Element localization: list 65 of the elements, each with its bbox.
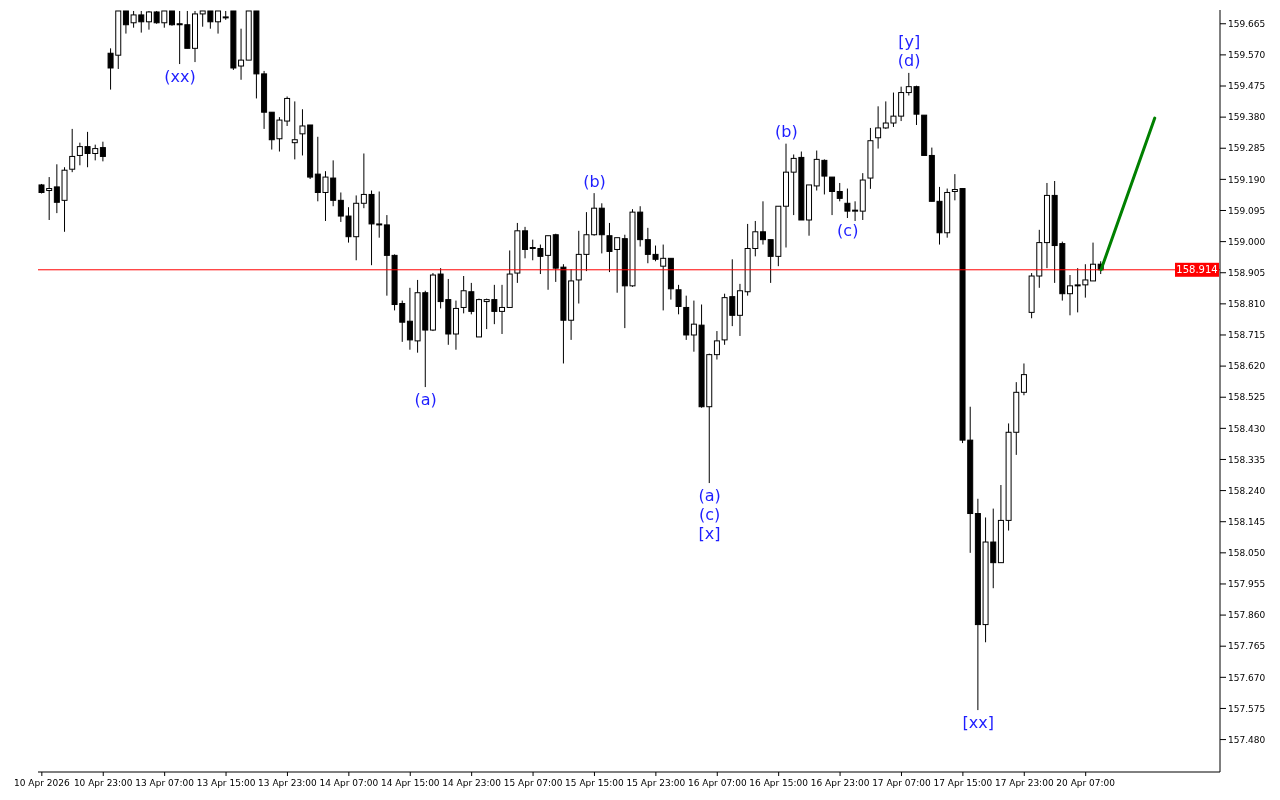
y-tick-label: 157.575 xyxy=(1228,703,1266,714)
candlestick xyxy=(99,141,106,162)
y-tick-label: 159.095 xyxy=(1228,205,1266,216)
annotation: (a) xyxy=(414,389,437,409)
x-tick-label: 14 Apr 15:00 xyxy=(380,778,440,788)
y-tick-label: 158.620 xyxy=(1228,361,1266,372)
candlestick xyxy=(499,284,506,335)
candlestick xyxy=(675,284,682,315)
y-tick-label: 159.570 xyxy=(1228,50,1266,61)
y-tick-label: 159.285 xyxy=(1228,143,1266,154)
candlestick xyxy=(1090,242,1097,282)
y-tick-label: 159.000 xyxy=(1228,236,1266,247)
x-tick-label: 15 Apr 15:00 xyxy=(565,778,625,788)
ref-line-label: 158.914 xyxy=(1176,264,1218,276)
candlestick xyxy=(875,105,882,150)
candlestick xyxy=(69,128,76,173)
y-tick-label: 158.430 xyxy=(1228,423,1266,434)
y-tick-label: 158.240 xyxy=(1228,485,1266,496)
y-tick-label: 159.475 xyxy=(1228,81,1266,92)
y-tick-label: 157.860 xyxy=(1228,610,1266,621)
y-tick-label: 158.905 xyxy=(1228,267,1266,278)
x-tick-label: 16 Apr 23:00 xyxy=(810,778,870,788)
y-tick-label: 158.145 xyxy=(1228,516,1266,527)
y-tick-label: 157.480 xyxy=(1228,734,1266,745)
x-tick-label: 14 Apr 07:00 xyxy=(319,778,379,788)
x-tick-label: 16 Apr 15:00 xyxy=(749,778,809,788)
y-tick-label: 157.670 xyxy=(1228,672,1266,683)
x-tick-label: 17 Apr 15:00 xyxy=(933,778,993,788)
candlestick xyxy=(836,182,843,202)
y-tick-label: 157.955 xyxy=(1228,579,1266,590)
candlestick xyxy=(291,100,298,160)
candlestick xyxy=(1066,274,1073,316)
annotation: (c) xyxy=(698,504,721,524)
annotation: (b) xyxy=(775,122,798,142)
x-tick-label: 13 Apr 15:00 xyxy=(196,778,256,788)
x-tick-label: 10 Apr 23:00 xyxy=(73,778,133,788)
x-tick-label: 17 Apr 07:00 xyxy=(872,778,932,788)
y-tick-label: 158.335 xyxy=(1228,454,1266,465)
annotation: (xx) xyxy=(164,66,196,86)
x-tick-label: 13 Apr 23:00 xyxy=(258,778,318,788)
annotation: [x] xyxy=(698,523,721,543)
x-tick-label: 15 Apr 23:00 xyxy=(626,778,686,788)
annotation: (b) xyxy=(583,171,606,191)
y-tick-label: 159.190 xyxy=(1228,174,1266,185)
x-tick-label: 10 Apr 2026 xyxy=(14,778,70,788)
annotation: (a) xyxy=(698,485,721,505)
candlestick xyxy=(1020,362,1027,396)
y-tick-label: 159.380 xyxy=(1228,112,1266,123)
y-tick-label: 157.765 xyxy=(1228,641,1266,652)
x-tick-label: 15 Apr 07:00 xyxy=(503,778,563,788)
x-tick-label: 17 Apr 23:00 xyxy=(994,778,1054,788)
y-tick-label: 158.050 xyxy=(1228,548,1266,559)
annotation: (d) xyxy=(897,51,921,71)
annotation: (c) xyxy=(837,220,859,240)
annotation: [y] xyxy=(898,32,921,52)
x-tick-label: 13 Apr 07:00 xyxy=(135,778,195,788)
x-tick-label: 14 Apr 23:00 xyxy=(442,778,502,788)
x-tick-label: 20 Apr 07:00 xyxy=(1056,778,1116,788)
x-tick-label: 16 Apr 07:00 xyxy=(687,778,747,788)
annotation: [xx] xyxy=(962,712,994,732)
y-tick-label: 159.665 xyxy=(1228,18,1266,29)
y-tick-label: 158.810 xyxy=(1228,299,1266,310)
y-tick-label: 158.715 xyxy=(1228,330,1266,341)
y-tick-label: 158.525 xyxy=(1228,392,1266,403)
candlestick xyxy=(759,200,766,246)
